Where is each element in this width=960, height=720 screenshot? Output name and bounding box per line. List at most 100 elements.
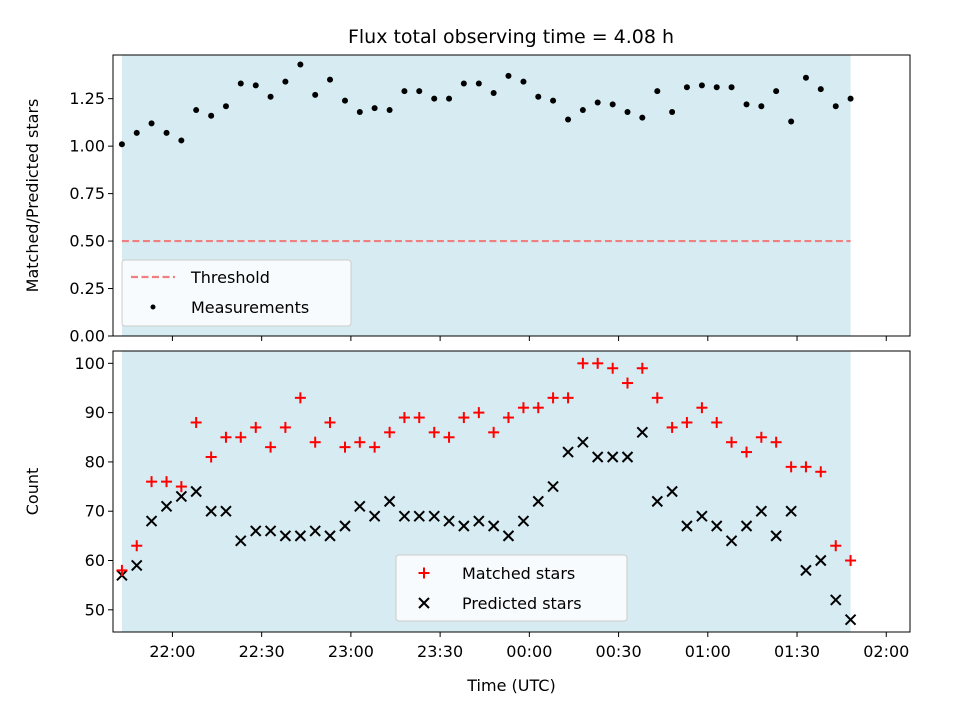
measurement-point: [639, 114, 646, 121]
matched-star-point: [458, 412, 470, 424]
matched-star-point: [636, 362, 648, 374]
x-tick-label: 01:00: [685, 642, 731, 661]
y-tick-label: 1.25: [69, 89, 105, 108]
measurement-point: [505, 72, 512, 79]
measurement-point: [802, 74, 809, 81]
y-tick-label: 80: [85, 452, 105, 471]
chart-title: Flux total observing time = 4.08 h: [348, 26, 674, 48]
measurement-point: [282, 78, 289, 85]
matched-star-point: [696, 402, 708, 414]
measurement-point: [341, 97, 348, 104]
predicted-star-point: [145, 515, 158, 527]
ratio-plot-area: [112, 54, 911, 337]
predicted-star-point: [309, 525, 321, 537]
predicted-star-point: [770, 530, 782, 542]
measurement-point: [817, 86, 824, 93]
predicted-star-point: [681, 520, 693, 532]
predicted-star-point: [696, 510, 708, 522]
measurement-point: [520, 78, 527, 85]
predicted-star-point: [131, 559, 143, 572]
predicted-star-point: [160, 500, 173, 512]
y-tick-label: 100: [74, 354, 105, 373]
matched-star-point: [116, 564, 128, 576]
matched-star-point: [354, 436, 366, 448]
ratio-y-ticks: 0.00 0.25 0.50 0.75 1.00 1.25: [69, 89, 113, 346]
measurement-point: [193, 107, 200, 114]
y-tick-label: 1.00: [69, 137, 105, 156]
predicted-star-point: [279, 530, 292, 542]
predicted-star-point: [562, 446, 574, 458]
x-tick-label: 22:00: [149, 642, 195, 661]
matched-star-point: [384, 426, 396, 438]
measurement-point: [222, 103, 229, 110]
matched-legend-label: Matched stars: [462, 564, 575, 583]
matched-star-point: [443, 431, 455, 443]
measurement-point: [148, 120, 155, 127]
predicted-star-point: [785, 505, 797, 517]
measurement-point: [550, 97, 557, 104]
measurement-point: [654, 88, 661, 95]
measurement-point: [669, 108, 676, 115]
measurement-point: [252, 82, 259, 89]
measurement-point: [728, 84, 735, 91]
y-tick-label: 0.25: [69, 279, 105, 298]
predicted-star-point: [800, 564, 812, 577]
legend-frame: [395, 554, 628, 622]
predicted-star-point: [339, 520, 351, 532]
measurement-point: [832, 103, 839, 110]
matched-star-point: [146, 476, 158, 488]
measurement-point: [133, 129, 140, 136]
measurement-point: [312, 91, 319, 98]
matched-star-point: [488, 426, 500, 438]
matched-star-point: [517, 402, 529, 414]
predicted-star-point: [205, 505, 217, 517]
threshold-legend-label: Threshold: [190, 268, 270, 287]
ratio-panel: 0.00 0.25 0.50 0.75 1.00 1.25 Matched/Predict…: [23, 54, 911, 346]
predicted-star-point: [666, 485, 678, 498]
matched-star-point: [577, 357, 589, 369]
measurement-point: [118, 141, 125, 148]
measurement-point: [208, 112, 215, 119]
matched-star-point: [830, 540, 842, 552]
predicted-star-point: [651, 495, 664, 508]
matched-star-point: [547, 392, 559, 404]
matched-star-point: [562, 392, 574, 404]
matched-star-point: [592, 357, 604, 369]
predicted-star-point: [190, 485, 202, 498]
measurement-point: [773, 88, 780, 95]
predicted-star-point: [502, 530, 515, 542]
predicted-star-point: [725, 535, 738, 547]
matched-star-point: [369, 441, 381, 453]
matched-star-point: [785, 461, 797, 473]
predicted-star-point: [368, 510, 381, 522]
measurement-point: [163, 129, 170, 136]
predicted-star-point: [711, 520, 723, 532]
matched-legend-swatch: [418, 567, 430, 579]
measurement-point: [446, 95, 453, 102]
predicted-star-point: [517, 515, 530, 527]
measurement-point: [713, 84, 720, 91]
measurement-point: [743, 101, 750, 108]
measurement-point: [698, 82, 705, 89]
matched-star-point: [161, 476, 173, 488]
count-plot-area: [112, 350, 911, 633]
x-tick-label: 00:30: [596, 642, 642, 661]
matched-star-point: [845, 555, 857, 567]
measurement-point: [297, 61, 304, 68]
y-tick-label: 0.50: [69, 232, 105, 251]
measurement-point: [535, 93, 542, 100]
count-points: [116, 357, 857, 626]
measurement-point: [371, 105, 378, 112]
measurement-point: [178, 137, 185, 144]
predicted-star-point: [844, 613, 857, 626]
matched-star-point: [324, 416, 336, 428]
x-tick-label: 00:00: [506, 642, 552, 661]
matched-star-point: [741, 446, 753, 458]
predicted-star-point: [532, 495, 544, 508]
count-y-ticks: 50 60 70 80 90 100: [74, 354, 113, 619]
matched-star-point: [235, 431, 247, 443]
matched-star-point: [800, 461, 812, 473]
predicted-star-point: [428, 510, 440, 522]
matched-star-point: [131, 540, 143, 552]
